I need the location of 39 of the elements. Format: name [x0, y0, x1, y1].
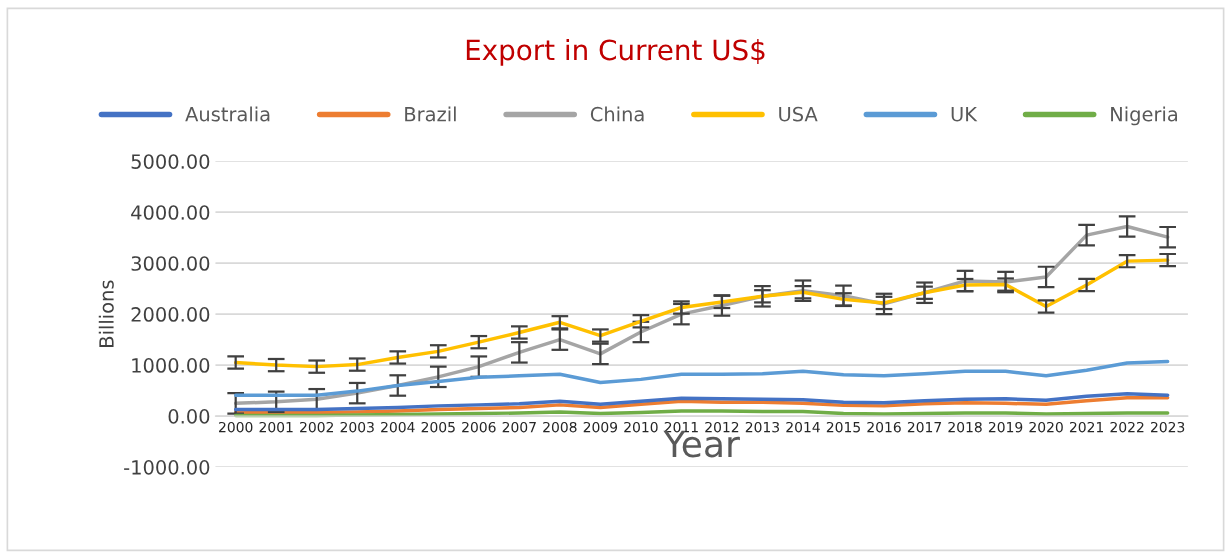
x-tick-label: 2006: [462, 421, 496, 433]
x-tick-label: 2013: [745, 421, 780, 433]
x-tick-label: 2021: [1069, 421, 1103, 433]
x-tick-label: 2009: [583, 421, 618, 433]
x-tick-label: 2010: [624, 421, 658, 433]
x-tick-label: 2022: [1110, 421, 1144, 433]
x-tick-label: 2003: [340, 421, 374, 433]
y-tick-label: 5000.00: [131, 154, 210, 169]
y-tick-label: -1000.00: [124, 460, 210, 475]
line-series: [233, 359, 1170, 397]
x-tick-label: 2020: [1029, 421, 1063, 433]
y-tick-label: 1000.00: [132, 358, 210, 373]
y-tick-label: 2000.00: [131, 307, 210, 322]
x-tick-label: 2000: [219, 421, 253, 433]
line-series: [233, 258, 1170, 369]
x-tick-label: 2015: [826, 421, 860, 433]
x-tick-label: 2014: [786, 421, 820, 433]
x-tick-label: 2023: [1151, 421, 1185, 433]
x-tick-label: 2016: [867, 421, 901, 433]
x-tick-label: 2008: [543, 421, 577, 433]
legend-label: China: [590, 106, 644, 122]
x-tick-label: 2004: [381, 421, 415, 433]
x-tick-label: 2018: [948, 421, 982, 433]
x-tick-label: 2001: [259, 421, 293, 433]
chart-title: Export in Current US$: [466, 38, 765, 66]
legend-label: Nigeria: [1111, 106, 1178, 126]
y-axis-title: Billions: [98, 280, 114, 347]
y-tick-label: 4000.00: [131, 205, 210, 220]
x-tick-label: 2019: [988, 421, 1023, 433]
legend-label: UK: [951, 107, 978, 122]
legend-label: USA: [779, 106, 818, 122]
y-tick-label: 0.00: [168, 409, 210, 424]
x-tick-label: 2005: [421, 421, 455, 433]
y-tick-label: 3000.00: [131, 256, 210, 271]
legend-label: Brazil: [405, 106, 456, 122]
legend-label: Australia: [185, 106, 270, 122]
x-tick-label: 2002: [300, 421, 334, 433]
x-tick-label: 2007: [502, 421, 536, 433]
x-tick-label: 2017: [907, 421, 942, 433]
